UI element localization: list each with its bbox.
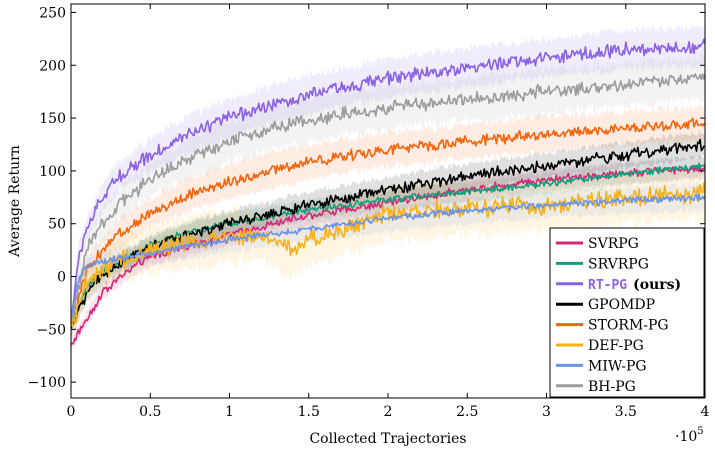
x-tick-label: 2.5 (456, 404, 478, 420)
legend-label-srvrpg: SRVRPG (588, 256, 649, 272)
x-tick-label: 1.5 (298, 404, 320, 420)
series-line-def-pg (71, 182, 705, 327)
series-line-storm-pg (71, 117, 705, 327)
x-tick-label: 0.5 (139, 404, 161, 420)
legend-label-rt-pg: RT-PG (ours) (588, 277, 681, 293)
legend-box (549, 227, 705, 398)
y-tick-label: −50 (36, 322, 66, 338)
band-srvrpg (71, 153, 705, 332)
legend-label-svrpg: SVRPG (588, 236, 639, 252)
x-axis-ticks: 0 0.5 1 1.5 2 2.5 3 3.5 4 (67, 4, 710, 420)
legend-label-miw-pg: MIW-PG (588, 358, 647, 374)
band-storm-pg (71, 103, 705, 335)
y-tick-label: 0 (57, 270, 66, 286)
band-miw-pg (71, 181, 705, 327)
legend-label-gpomdp: GPOMDP (588, 297, 655, 313)
y-tick-label: 250 (39, 5, 66, 21)
y-tick-label: 150 (39, 111, 66, 127)
band-rt-pg (71, 23, 705, 338)
x-axis-multiplier: ·105 (675, 426, 704, 445)
y-tick-label: 50 (48, 217, 66, 233)
x-tick-label: 2 (384, 404, 393, 420)
x-tick-label: 0 (67, 404, 76, 420)
x-tick-label: 4 (701, 404, 710, 420)
legend-label-bh-pg: BH-PG (588, 379, 636, 395)
x-multiplier-base: ·10 (675, 429, 697, 445)
y-axis-label: Average Return (7, 145, 23, 258)
series-line-miw-pg (71, 193, 705, 316)
series-line-bh-pg (71, 73, 705, 326)
series-lines (71, 38, 705, 346)
series-line-rt-pg (71, 38, 705, 325)
y-tick-label: 200 (39, 58, 66, 74)
x-tick-label: 3.5 (615, 404, 637, 420)
x-axis-label: Collected Trajectories (309, 431, 466, 447)
x-tick-label: 1 (225, 404, 234, 420)
legend-label-storm-pg: STORM-PG (588, 318, 669, 334)
legend-label-def-pg: DEF-PG (588, 338, 644, 354)
y-tick-label: 100 (39, 164, 66, 180)
x-multiplier-exponent: 5 (697, 426, 703, 437)
legend: SVRPG SRVRPG RT-PG (ours) GPOMDP STORM-PG DEF-… (549, 227, 705, 398)
y-tick-label: −100 (28, 375, 66, 391)
y-axis-ticks: −100 −50 0 50 100 150 200 250 (28, 5, 705, 391)
series-line-srvrpg (71, 162, 705, 326)
x-tick-label: 3 (542, 404, 551, 420)
